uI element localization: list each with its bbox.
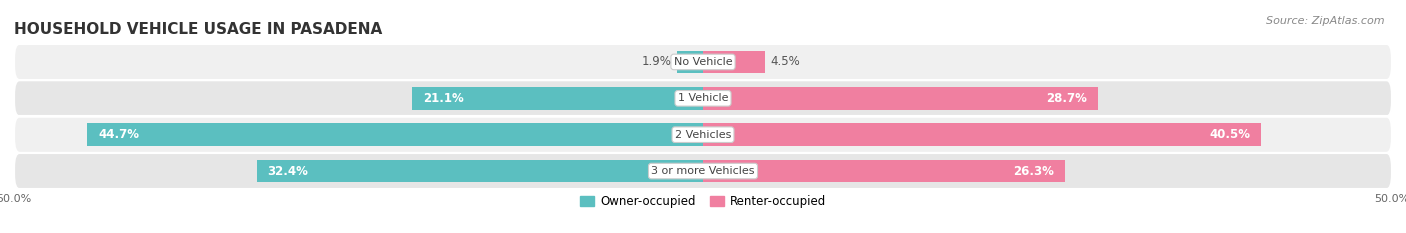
Bar [703, 87, 1098, 110]
Bar [676, 51, 703, 73]
Bar [703, 51, 765, 73]
Text: 1 Vehicle: 1 Vehicle [678, 93, 728, 103]
FancyBboxPatch shape [14, 153, 1392, 189]
FancyBboxPatch shape [14, 80, 1392, 116]
Text: 32.4%: 32.4% [267, 164, 308, 178]
Bar [703, 123, 1261, 146]
Bar [412, 87, 703, 110]
Text: No Vehicle: No Vehicle [673, 57, 733, 67]
Text: HOUSEHOLD VEHICLE USAGE IN PASADENA: HOUSEHOLD VEHICLE USAGE IN PASADENA [14, 22, 382, 37]
Text: 2 Vehicles: 2 Vehicles [675, 130, 731, 140]
Text: 3 or more Vehicles: 3 or more Vehicles [651, 166, 755, 176]
FancyBboxPatch shape [14, 44, 1392, 80]
Text: 44.7%: 44.7% [98, 128, 139, 141]
Text: 21.1%: 21.1% [423, 92, 464, 105]
Text: 40.5%: 40.5% [1209, 128, 1250, 141]
Text: 1.9%: 1.9% [641, 55, 671, 69]
Bar [703, 160, 1066, 182]
Bar [87, 123, 703, 146]
Text: Source: ZipAtlas.com: Source: ZipAtlas.com [1267, 16, 1385, 26]
Text: 26.3%: 26.3% [1014, 164, 1054, 178]
Bar [256, 160, 703, 182]
FancyBboxPatch shape [14, 116, 1392, 153]
Legend: Owner-occupied, Renter-occupied: Owner-occupied, Renter-occupied [576, 192, 830, 212]
Text: 4.5%: 4.5% [770, 55, 800, 69]
Text: 28.7%: 28.7% [1046, 92, 1087, 105]
